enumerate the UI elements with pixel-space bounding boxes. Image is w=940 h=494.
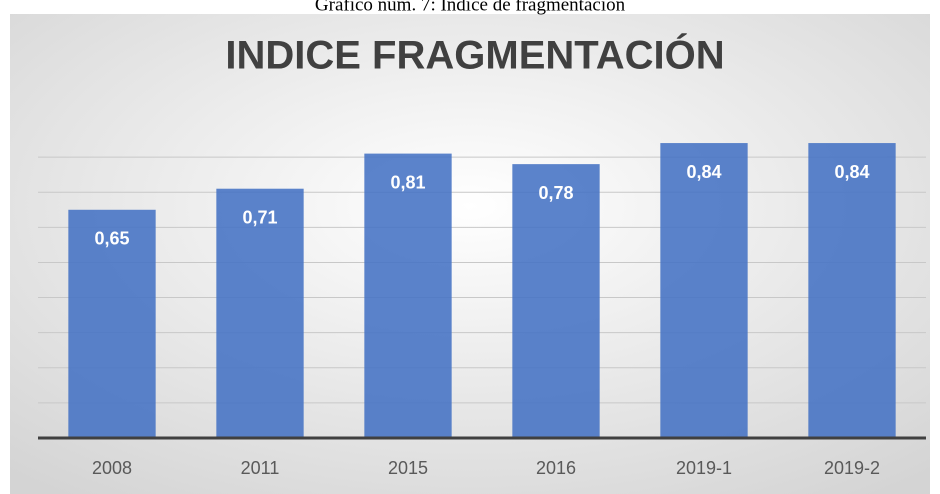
x-tick-label: 2008 [92,458,132,478]
x-tick-label: 2019-2 [824,458,880,478]
data-label: 0,84 [686,162,721,182]
data-label: 0,71 [242,207,277,227]
bar [216,188,304,438]
bar [68,209,156,438]
caption: Gráfico núm. 7: Índice de fragmentación [315,0,626,15]
chart-title: INDICE FRAGMENTACIÓN [225,32,724,78]
bar [660,143,748,439]
x-tick-label: 2019-1 [676,458,732,478]
bar [808,143,896,439]
bar [364,153,452,438]
chart-background [10,14,930,494]
caption-band [0,0,940,14]
data-label: 0,81 [390,172,425,192]
data-label: 0,78 [538,183,573,203]
x-tick-label: 2015 [388,458,428,478]
data-label: 0,65 [94,229,129,249]
x-tick-label: 2016 [536,458,576,478]
x-tick-label: 2011 [241,458,280,478]
data-label: 0,84 [834,162,869,182]
bar [512,164,600,438]
